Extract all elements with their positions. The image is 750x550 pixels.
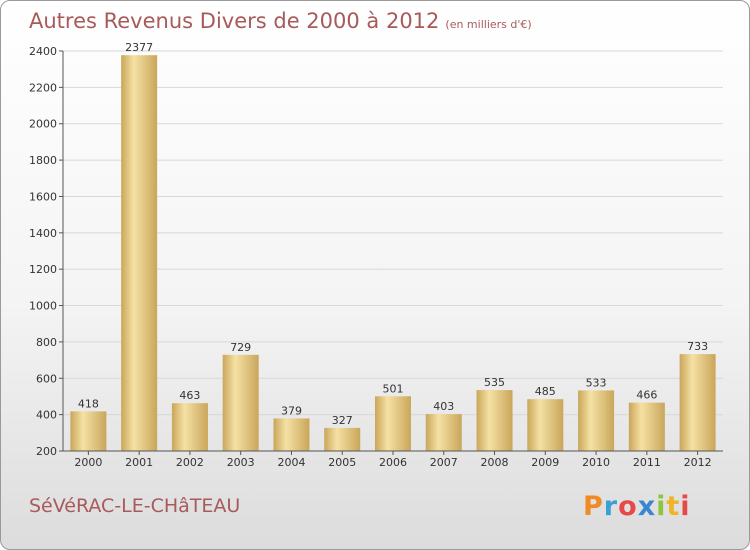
y-tick-label-1600: 1600 (29, 190, 57, 203)
bar-2002 (171, 403, 208, 451)
x-tick-label-2000: 2000 (74, 456, 102, 469)
y-tick-label-800: 800 (36, 336, 57, 349)
y-tick-label-2400: 2400 (29, 45, 57, 58)
y-tick-label-200: 200 (36, 445, 57, 458)
x-tick-label-2003: 2003 (227, 456, 255, 469)
bar-value-label-2006: 501 (383, 382, 404, 395)
x-tick-label-2005: 2005 (328, 456, 356, 469)
y-tick-label-2000: 2000 (29, 118, 57, 131)
bar-2006 (375, 396, 411, 451)
bar-value-label-2011: 466 (636, 389, 657, 402)
bar-value-label-2000: 418 (78, 397, 99, 410)
bar-2009 (527, 399, 564, 451)
bar-value-label-2010: 533 (586, 376, 607, 389)
y-tick-label-2200: 2200 (29, 81, 57, 94)
proxiti-logo[interactable]: Proxiti (583, 491, 691, 522)
chart-title-text: Autres Revenus Divers de 2000 à 2012 (29, 9, 440, 33)
bar-2003 (222, 354, 259, 451)
x-tick-label-2004: 2004 (277, 456, 305, 469)
x-tick-label-2012: 2012 (684, 456, 712, 469)
bar-2007 (425, 414, 462, 451)
y-tick-label-400: 400 (36, 409, 57, 422)
bar-2011 (628, 402, 665, 451)
bar-2012 (679, 354, 716, 451)
bar-2008 (476, 390, 513, 451)
bar-value-label-2012: 733 (687, 340, 708, 353)
bar-value-label-2008: 535 (484, 376, 505, 389)
chart-title: Autres Revenus Divers de 2000 à 2012 (en … (29, 9, 532, 33)
bar-value-label-2001: 2377 (125, 41, 153, 54)
y-tick-label-1000: 1000 (29, 300, 57, 313)
bar-2004 (273, 418, 310, 451)
bar-value-label-2009: 485 (535, 385, 556, 398)
bar-2005 (324, 427, 361, 451)
x-tick-label-2008: 2008 (481, 456, 509, 469)
bar-value-label-2002: 463 (179, 389, 200, 402)
bar-2001 (121, 55, 158, 451)
y-tick-label-1200: 1200 (29, 263, 57, 276)
bar-2000 (70, 411, 107, 451)
bar-2010 (578, 390, 615, 451)
y-tick-label-1800: 1800 (29, 154, 57, 167)
y-tick-label-600: 600 (36, 372, 57, 385)
bar-value-label-2007: 403 (433, 400, 454, 413)
chart-unit: (en milliers d'€) (445, 18, 532, 31)
x-tick-label-2001: 2001 (125, 456, 153, 469)
bar-value-label-2004: 379 (281, 404, 302, 417)
x-tick-label-2009: 2009 (531, 456, 559, 469)
x-tick-label-2006: 2006 (379, 456, 407, 469)
x-tick-label-2011: 2011 (633, 456, 661, 469)
y-tick-label-1400: 1400 (29, 227, 57, 240)
bar-value-label-2005: 327 (332, 414, 353, 427)
x-tick-label-2010: 2010 (582, 456, 610, 469)
x-tick-label-2002: 2002 (176, 456, 204, 469)
bar-value-label-2003: 729 (230, 341, 251, 354)
town-name: SéVéRAC-LE-CHâTEAU (29, 495, 241, 517)
x-tick-label-2007: 2007 (430, 456, 458, 469)
